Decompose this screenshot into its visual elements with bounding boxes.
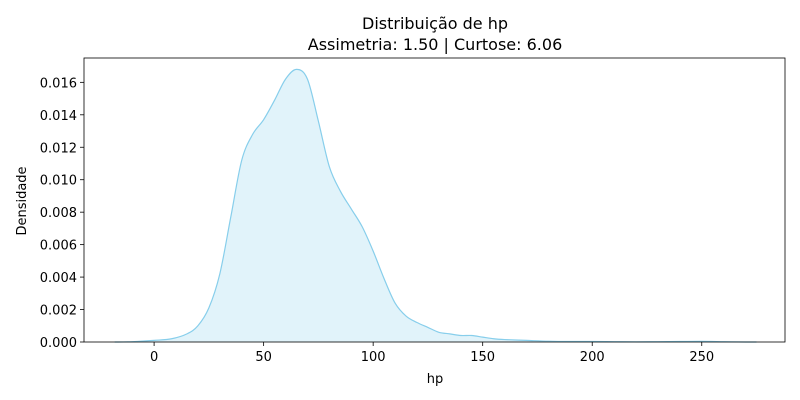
plot-area: 0 50 100 150 200 250 0.000 0.002 0.004 0.006 0.008…: [40, 57, 786, 365]
y-tick-label: 0.006: [40, 239, 77, 254]
y-tick-label: 0.010: [40, 174, 77, 189]
y-tick-label: 0.000: [40, 336, 77, 351]
y-tick-label: 0.012: [40, 141, 77, 156]
y-tick-label: 0.002: [40, 304, 77, 319]
x-tick-label: 200: [580, 350, 605, 365]
x-tick-label: 50: [255, 350, 272, 365]
y-axis-label: Densidade: [15, 166, 30, 235]
density-fill: [114, 69, 757, 343]
y-tick-label: 0.014: [40, 109, 77, 124]
x-tick-label: 150: [470, 350, 495, 365]
chart-subtitle: Assimetria: 1.50 | Curtose: 6.06: [308, 35, 563, 54]
plot-frame: [83, 57, 786, 343]
chart-title: Distribuição de hp: [362, 14, 508, 33]
x-tick-label: 250: [689, 350, 714, 365]
x-tick-label: 100: [361, 350, 386, 365]
y-tick-label: 0.016: [40, 76, 77, 91]
density-line: [114, 68, 757, 343]
x-tick-label: 0: [150, 350, 158, 365]
x-axis-label: hp: [427, 372, 444, 387]
y-tick-label: 0.004: [40, 271, 77, 286]
y-tick-label: 0.008: [40, 206, 77, 221]
